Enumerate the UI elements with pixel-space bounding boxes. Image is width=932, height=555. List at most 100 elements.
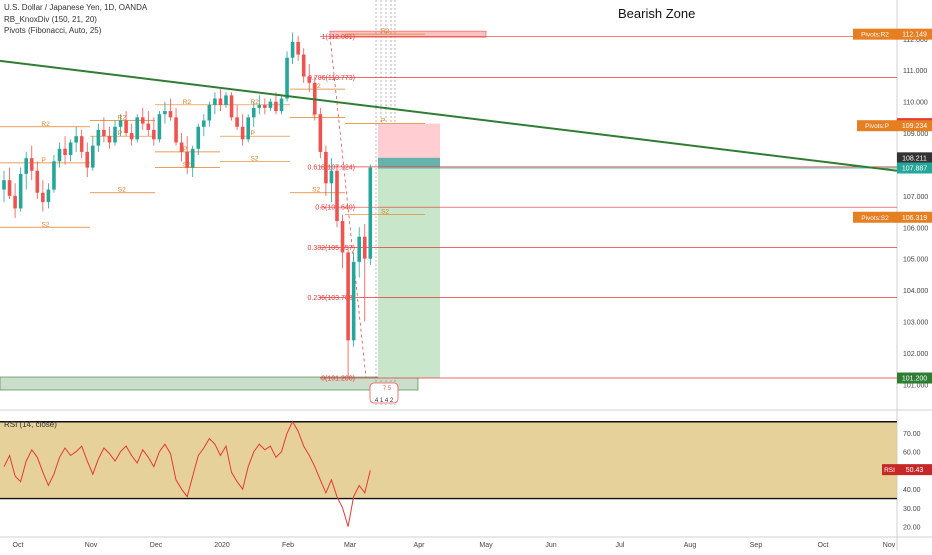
pivot-label: P [251, 130, 255, 137]
candle-body [146, 123, 151, 130]
time-tick-label: Nov [883, 542, 896, 549]
pivot-label: P [381, 118, 385, 125]
candle-body [46, 189, 51, 203]
candle-body [124, 120, 128, 134]
candle-body [368, 167, 373, 259]
candle-body [318, 114, 323, 152]
candle-body [251, 107, 256, 118]
candle-body [157, 114, 162, 140]
candle-body [174, 117, 178, 143]
position-badge [369, 382, 399, 404]
rsi-tag-name: RSI [884, 467, 895, 474]
candle-body [41, 192, 45, 203]
price-tag-value: 106.319 [902, 215, 927, 222]
candle-body [24, 158, 28, 174]
candle-body [18, 173, 23, 209]
candle-body [274, 101, 278, 112]
time-tick-label: Mar [344, 542, 357, 549]
candle-body [202, 120, 206, 127]
price-tick-label: 107.000 [903, 194, 928, 201]
rsi-tick-label: 70.00 [903, 431, 921, 438]
time-tick-label: 2020 [214, 542, 230, 549]
time-tick-label: Oct [818, 542, 829, 549]
rsi-tag-name-bg [882, 464, 897, 476]
candle-body [340, 220, 345, 253]
pivot-tag [853, 211, 897, 223]
price-tick-label: 106.000 [903, 225, 928, 232]
candle-body [213, 98, 217, 105]
candle-body [196, 126, 201, 149]
position-label-bottom: 4 1 4 2 [375, 398, 394, 404]
candle-body [13, 195, 17, 209]
pivot-tag-label: Pivots:R2 [861, 32, 889, 39]
pivot-tag-label: Pivots:P [865, 123, 889, 130]
fib-level-label: 0(101.200) [321, 376, 355, 383]
price-tag [897, 372, 932, 384]
time-tick-label: Apr [414, 542, 426, 549]
candle-body [240, 126, 245, 140]
time-tick-label: Nov [85, 542, 98, 549]
position-label-top: 7.5 [383, 386, 392, 392]
candle-body [102, 129, 106, 137]
trendline [0, 59, 898, 172]
candle-body [107, 136, 112, 143]
candle-body [324, 151, 328, 184]
candle-body [163, 111, 167, 115]
candle-body [57, 148, 62, 162]
time-tick-label: Jun [545, 542, 556, 549]
price-tag-value: 101.200 [902, 376, 927, 383]
pivot-label: P [42, 157, 46, 164]
pivot-label: S2 [312, 187, 320, 194]
candle-body [296, 41, 300, 55]
rsi-tick-label: 60.00 [903, 450, 921, 457]
candle-body [35, 170, 40, 193]
candle-body [290, 41, 295, 58]
time-tick-label: Oct [13, 542, 24, 549]
candle-body [52, 161, 56, 190]
pivot-tag [857, 120, 897, 132]
time-tick-label: Dec [150, 542, 163, 549]
candle-body [152, 129, 156, 140]
position-entry-bar [378, 157, 440, 167]
time-tick-label: Feb [282, 542, 294, 549]
candle-body [179, 142, 184, 152]
candle-body [85, 151, 90, 168]
candle-body [74, 136, 78, 143]
price-tag [897, 152, 932, 164]
rsi-tick-label: 20.00 [903, 525, 921, 532]
candle-body [29, 158, 34, 171]
bearish-zone-label: Bearish Zone [618, 6, 696, 21]
candle-body [329, 170, 334, 184]
price-tick-label: 111.000 [903, 68, 927, 75]
pivot-label: R2 [381, 28, 390, 35]
candle-body [335, 170, 339, 221]
fib-level-label: 1(112.081) [322, 34, 355, 41]
pivot-label: S2 [381, 209, 389, 216]
candle-body [268, 101, 273, 108]
price-tag-value: 112.149 [902, 32, 927, 39]
price-tick-label: 103.000 [903, 319, 928, 326]
rsi-tick-label: 30.00 [903, 506, 921, 513]
symbol-title: U.S. Dollar / Japanese Yen, 1D, OANDA [4, 3, 148, 12]
candle-body [235, 117, 239, 127]
price-tag [897, 120, 932, 132]
price-tag-value: 108.211 [902, 155, 927, 162]
price-tick-label: 110.000 [903, 100, 928, 107]
time-tick-label: May [479, 542, 493, 549]
price-tick-label: 109.000 [903, 131, 928, 138]
candle-body [185, 151, 189, 168]
price-tick-label: 104.000 [903, 288, 928, 295]
candle-body [79, 136, 84, 152]
rsi-tag-value: 50.43 [906, 467, 924, 474]
candle-body [279, 98, 284, 112]
fib-level-label: 0.236(103.768) [308, 295, 355, 302]
pivot-label: R2 [251, 99, 260, 106]
candle-body [118, 120, 123, 127]
price-tag-value: 107.887 [902, 166, 927, 173]
candle-body [91, 145, 95, 168]
candle-body [63, 148, 67, 156]
candle-body [357, 236, 361, 262]
price-tag [897, 211, 932, 223]
